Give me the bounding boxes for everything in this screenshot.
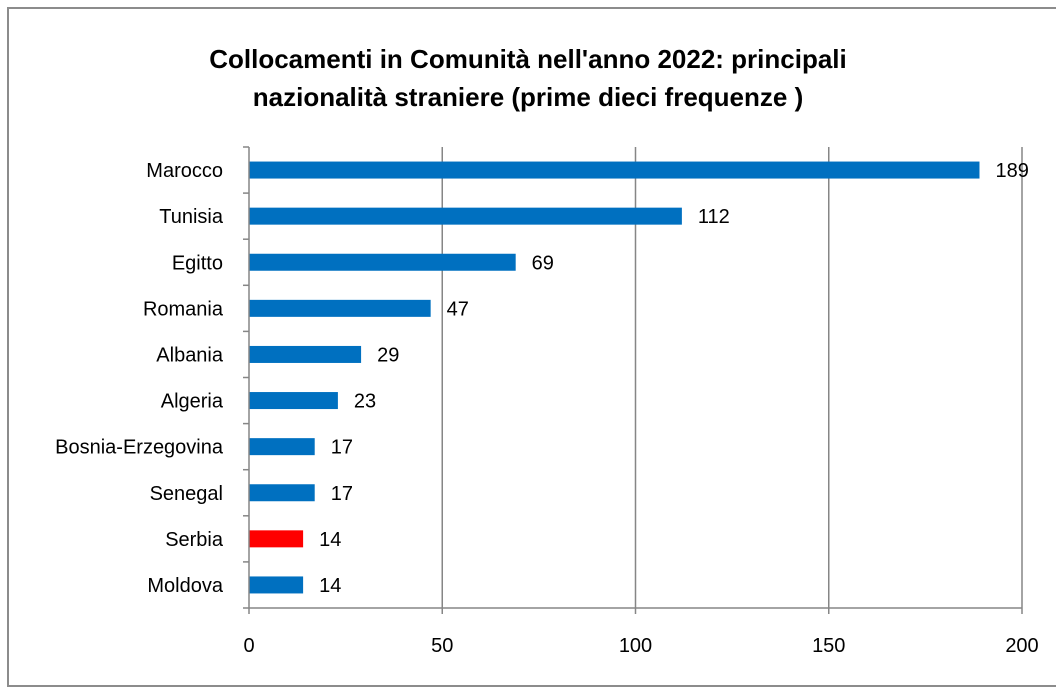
- bar-marocco: [249, 161, 980, 179]
- bar-chart: Marocco Tunisia Egitto Romania Albania Algeri…: [55, 146, 1039, 657]
- bar-romania: [249, 299, 431, 317]
- data-label-marocco: 189: [995, 160, 1028, 182]
- chart-area: [7, 7, 1056, 687]
- category-label-algeria: Algeria: [161, 391, 224, 413]
- data-label-moldova: 14: [319, 575, 341, 597]
- x-tick-label-1: 50: [431, 635, 453, 657]
- data-label-bosnia-erzegovina: 17: [331, 437, 353, 459]
- category-label-albania: Albania: [156, 344, 224, 366]
- bar-moldova: [249, 576, 304, 594]
- chart-title-line-1: Collocamenti in Comunità nell'anno 2022:…: [209, 44, 847, 74]
- category-label-tunisia: Tunisia: [159, 206, 224, 228]
- x-tick-label-3: 150: [812, 635, 845, 657]
- bar-albania: [249, 345, 362, 363]
- data-label-algeria: 23: [354, 391, 376, 413]
- data-label-senegal: 17: [331, 483, 353, 505]
- category-label-marocco: Marocco: [146, 160, 223, 182]
- bar-senegal: [249, 484, 315, 502]
- category-label-egitto: Egitto: [172, 252, 223, 274]
- category-label-moldova: Moldova: [147, 575, 223, 597]
- bar-egitto: [249, 253, 516, 271]
- data-label-tunisia: 112: [698, 206, 730, 228]
- category-label-senegal: Senegal: [150, 483, 223, 505]
- category-label-bosnia-erzegovina: Bosnia-Erzegovina: [55, 437, 224, 459]
- x-tick-label-0: 0: [243, 635, 254, 657]
- category-label-serbia: Serbia: [165, 529, 224, 551]
- category-label-romania: Romania: [143, 298, 224, 320]
- bar-bosnia-erzegovina: [249, 438, 315, 456]
- bar-algeria: [249, 392, 338, 410]
- data-label-serbia: 14: [319, 529, 341, 551]
- data-label-albania: 29: [377, 344, 399, 366]
- data-label-romania: 47: [447, 298, 469, 320]
- chart-title: Collocamenti in Comunità nell'anno 2022:…: [0, 40, 1056, 116]
- bar-serbia: [249, 530, 304, 548]
- bar-tunisia: [249, 207, 682, 225]
- data-label-egitto: 69: [532, 252, 554, 274]
- x-tick-label-4: 200: [1005, 635, 1038, 657]
- x-tick-label-2: 100: [619, 635, 652, 657]
- chart-title-line-2: nazionalità straniere (prime dieci frequ…: [252, 82, 804, 112]
